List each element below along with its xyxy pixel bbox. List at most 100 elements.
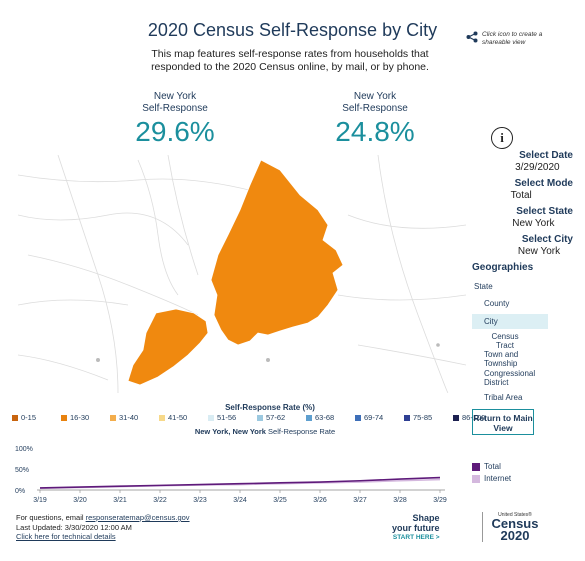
- chart-legend: Total Internet: [472, 462, 511, 486]
- share-hint: Click icon to create a shareable view: [482, 31, 543, 46]
- borough-shapes: [127, 159, 344, 386]
- shape-line2: your future: [392, 523, 440, 533]
- legend-label: 57-62: [266, 413, 286, 422]
- kpi-internet: New York Self-Response 24.8%: [295, 91, 455, 148]
- map-roads: [18, 155, 466, 393]
- chart-title: New York, New York Self-Response Rate: [0, 427, 530, 436]
- chart-legend-label: Internet: [484, 474, 512, 483]
- geography-congressional[interactable]: Congressional District: [484, 369, 536, 387]
- shape-line1: Shape: [412, 513, 440, 523]
- geography-state[interactable]: State: [474, 282, 493, 291]
- select-value[interactable]: 3/29/2020: [515, 162, 560, 173]
- x-tick-label: 3/25: [273, 497, 287, 504]
- footer-contact-prefix: For questions, email: [16, 513, 86, 522]
- legend-label: 41-50: [168, 413, 188, 422]
- legend-item: 57-62: [257, 413, 300, 422]
- legend-swatch: [257, 414, 263, 421]
- legend-swatch: [159, 414, 165, 421]
- select-mode[interactable]: Select Mode Total: [511, 178, 573, 201]
- geography-tribal[interactable]: Tribal Area: [484, 393, 523, 402]
- kpi-label: Self-Response: [342, 103, 408, 114]
- info-icon[interactable]: i: [491, 127, 513, 149]
- share-icon[interactable]: [466, 31, 478, 43]
- x-tick-label: 3/22: [153, 497, 167, 504]
- logo-census: Census: [491, 516, 539, 531]
- trend-chart: 100% 50% 0% 3/19 3/20 3/21 3/22 3/23 3/24 3/25 3/2…: [15, 446, 447, 504]
- kpi-value: 24.8%: [335, 116, 415, 147]
- y-tick-label: 0%: [15, 488, 25, 495]
- footer: For questions, email responseratemap@cen…: [16, 513, 190, 542]
- legend-item: 16-30: [61, 413, 104, 422]
- x-tick-label: 3/27: [353, 497, 367, 504]
- kpi-value: 29.6%: [135, 116, 215, 147]
- select-value[interactable]: New York: [512, 218, 555, 229]
- legend-label: 75-85: [413, 413, 433, 422]
- select-heading: Select Date: [519, 150, 573, 161]
- series-line-total: [39, 476, 441, 489]
- x-tick-label: 3/21: [113, 497, 127, 504]
- email-link[interactable]: responseratemap@census.gov: [85, 513, 190, 522]
- legend-item: 63-68: [306, 413, 349, 422]
- legend-swatch: [453, 414, 459, 421]
- x-tick-label: 3/20: [73, 497, 87, 504]
- kpi-total: New York Self-Response 29.6%: [95, 91, 255, 148]
- legend-item: 31-40: [110, 413, 153, 422]
- geography-census-tract[interactable]: Census Tract: [491, 332, 519, 350]
- chart-legend-item: Total: [472, 462, 511, 471]
- select-heading: Select City: [521, 234, 573, 245]
- select-date[interactable]: Select Date 3/29/2020: [515, 150, 573, 173]
- map-canvas[interactable]: [18, 155, 466, 393]
- legend-title: Self-Response Rate (%): [225, 403, 315, 412]
- chart-legend-swatch: [472, 474, 480, 483]
- legend-swatch: [355, 414, 361, 421]
- x-tick-label: 3/26: [313, 497, 327, 504]
- y-tick-label: 100%: [15, 446, 33, 453]
- geographies-heading: Geographies: [472, 262, 534, 273]
- x-tick-label: 3/28: [393, 497, 407, 504]
- legend-swatch: [306, 414, 312, 421]
- legend-label: 16-30: [70, 413, 90, 422]
- kpi-label: New York: [353, 91, 397, 102]
- chart-title-place: New York, New York: [194, 427, 266, 436]
- x-tick-label: 3/23: [193, 497, 207, 504]
- chart-title-suffix: Self-Response Rate: [265, 427, 336, 436]
- legend-label: 0-15: [21, 413, 37, 422]
- legend-item: 75-85: [404, 413, 447, 422]
- legend-swatch: [404, 414, 410, 421]
- select-city[interactable]: Select City New York: [518, 234, 573, 257]
- shape-your-future[interactable]: Shape your future START HERE >: [392, 513, 440, 543]
- legend-item: 86-100: [453, 413, 496, 422]
- geography-county[interactable]: County: [484, 299, 510, 308]
- legend-label: 69-74: [364, 413, 384, 422]
- borough-shape: [210, 159, 344, 346]
- geography-city[interactable]: City: [472, 314, 548, 329]
- select-value[interactable]: Total: [510, 190, 532, 201]
- chart-legend-swatch: [472, 462, 480, 471]
- legend-swatch: [110, 414, 116, 421]
- legend-label: 51-56: [217, 413, 237, 422]
- select-value[interactable]: New York: [517, 246, 561, 257]
- geography-town[interactable]: Town and Township: [484, 350, 519, 368]
- select-state[interactable]: Select State New York: [512, 206, 573, 229]
- technical-details-link[interactable]: Click here for technical details: [16, 532, 116, 541]
- kpi-label: Self-Response: [142, 103, 208, 114]
- share-control[interactable]: Click icon to create a shareable view: [466, 31, 552, 47]
- start-here-link[interactable]: START HERE >: [392, 534, 440, 541]
- footer-contact: For questions, email responseratemap@cen…: [16, 513, 190, 523]
- legend-label: 31-40: [119, 413, 139, 422]
- legend-item: 41-50: [159, 413, 202, 422]
- legend-swatch: [12, 414, 18, 421]
- legend-swatch: [61, 414, 67, 421]
- select-heading: Select State: [516, 206, 573, 217]
- logo-us: United States®: [498, 512, 532, 518]
- select-heading: Select Mode: [514, 178, 573, 189]
- legend-item: 69-74: [355, 413, 398, 422]
- legend: 0-15 16-30 31-40 41-50 51-56 57-62 63-68…: [12, 413, 496, 422]
- legend-label: 63-68: [315, 413, 335, 422]
- legend-item: 0-15: [12, 413, 55, 422]
- kpi-label: New York: [153, 91, 197, 102]
- x-tick-label: 3/19: [33, 497, 47, 504]
- return-main-view-button[interactable]: Return to Main View: [472, 409, 534, 435]
- census-2020-logo: United States® Census 2020: [482, 512, 541, 542]
- legend-swatch: [208, 414, 214, 421]
